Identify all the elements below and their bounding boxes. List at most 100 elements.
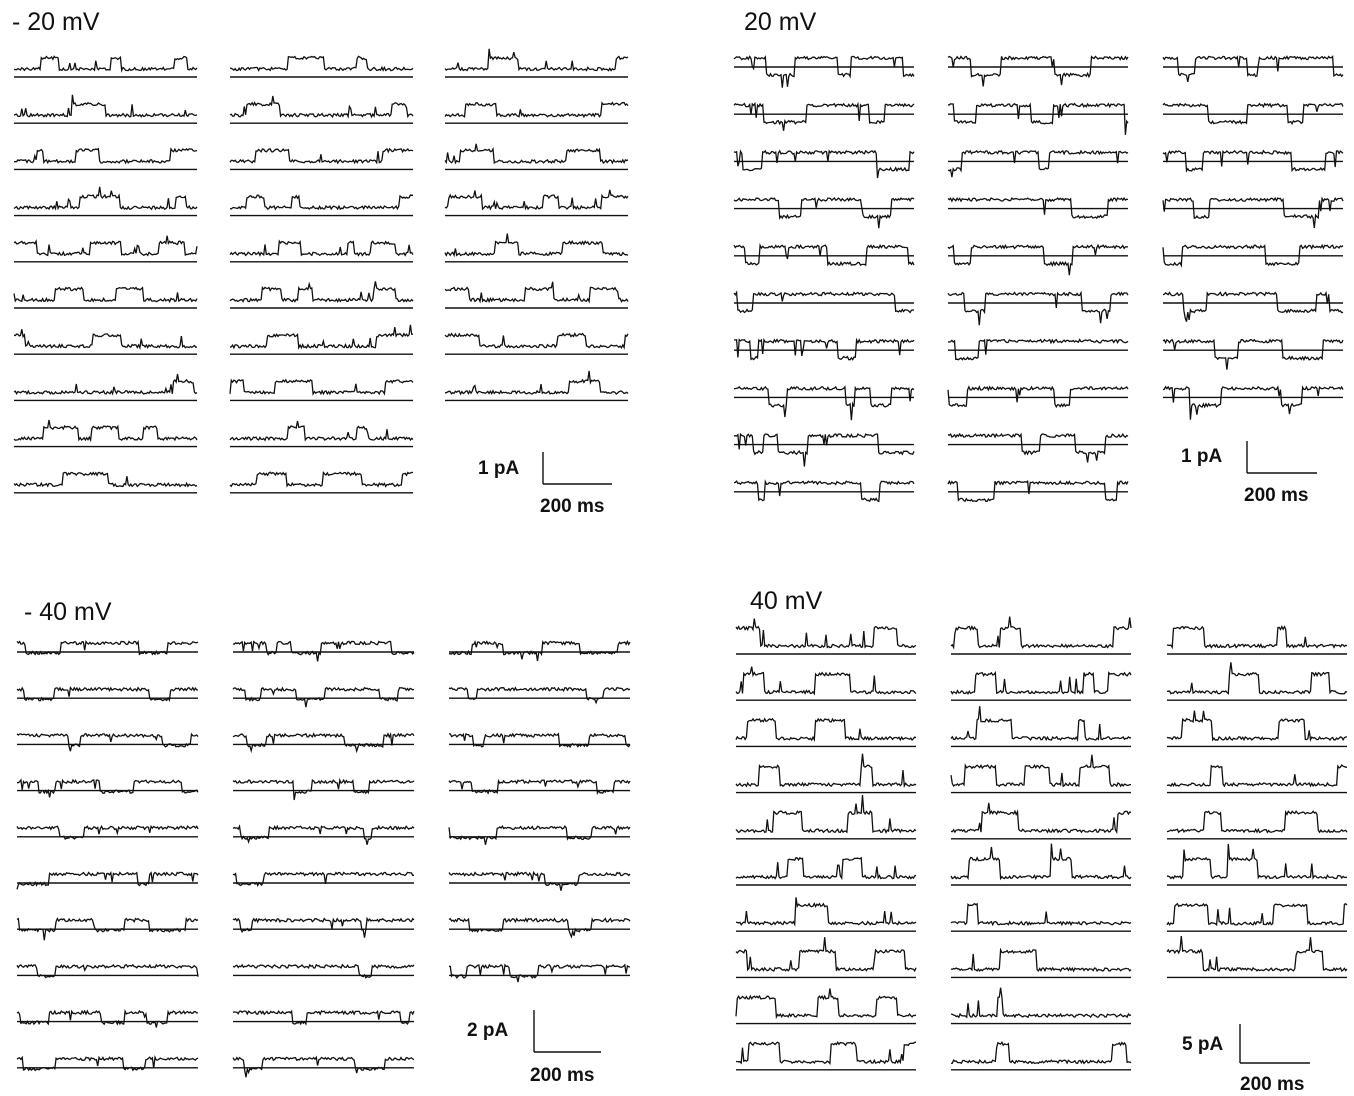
current-trace-pos20 [947, 149, 1129, 178]
panel-title-neg40: - 40 mV [24, 598, 112, 626]
current-trace-neg20 [444, 281, 629, 304]
current-trace-pos20 [947, 243, 1129, 276]
current-trace-neg20 [229, 194, 413, 211]
current-trace-neg40 [448, 639, 631, 662]
current-trace-pos20 [733, 290, 915, 314]
current-trace-pos40 [950, 843, 1132, 881]
current-trace-neg20 [229, 147, 414, 165]
current-trace-pos20 [1162, 385, 1344, 420]
current-trace-neg20 [229, 471, 414, 488]
current-trace-pos20 [733, 101, 915, 131]
current-trace-neg20 [229, 95, 414, 119]
current-trace-pos20 [947, 196, 1129, 220]
current-trace-neg40 [232, 871, 415, 888]
current-trace-neg40 [16, 870, 199, 890]
current-trace-pos40 [1166, 809, 1348, 834]
current-trace-neg20 [444, 332, 629, 350]
current-trace-pos40 [1166, 935, 1348, 973]
current-trace-neg40 [16, 916, 199, 941]
current-trace-neg40 [448, 917, 631, 939]
current-trace-pos40 [950, 902, 1132, 927]
current-trace-pos40 [735, 753, 917, 789]
current-trace-neg20 [13, 286, 198, 303]
current-trace-neg20 [13, 235, 198, 257]
current-trace-neg40 [232, 1009, 415, 1026]
current-trace-pos40 [735, 717, 917, 743]
current-trace-neg20 [229, 281, 414, 303]
current-trace-pos20 [947, 102, 1129, 135]
current-trace-pos20 [733, 479, 915, 503]
current-trace-pos40 [735, 618, 917, 649]
scale-current-neg20: 1 pA [478, 458, 520, 479]
current-trace-pos20 [947, 385, 1129, 409]
panel-title-pos40: 40 mV [750, 587, 823, 615]
scale-current-pos40: 5 pA [1182, 1034, 1224, 1055]
current-trace-pos20 [733, 149, 915, 179]
current-trace-neg20 [13, 94, 198, 118]
current-trace-pos20 [947, 55, 1129, 87]
current-trace-pos20 [733, 55, 915, 88]
current-trace-neg20 [444, 370, 629, 396]
current-trace-pos20 [947, 290, 1129, 326]
current-trace-neg20 [444, 143, 629, 165]
current-trace-neg40 [448, 686, 631, 705]
current-trace-neg40 [448, 824, 631, 845]
current-trace-neg40 [232, 824, 415, 845]
current-trace-neg40 [232, 916, 415, 938]
current-trace-pos20 [1162, 102, 1344, 126]
current-trace-pos20 [1162, 243, 1344, 268]
current-trace-neg40 [448, 963, 631, 983]
current-trace-pos40 [735, 988, 917, 1020]
current-trace-neg20 [229, 239, 414, 257]
current-trace-neg20 [13, 329, 198, 351]
current-trace-neg40 [232, 777, 415, 801]
current-trace-neg40 [448, 778, 631, 795]
current-trace-pos20 [733, 432, 915, 467]
current-trace-neg20 [444, 233, 629, 258]
current-trace-neg20 [13, 186, 198, 211]
current-trace-pos20 [947, 338, 1129, 361]
current-trace-neg20 [229, 324, 414, 351]
current-trace-pos40 [1166, 763, 1347, 788]
current-trace-pos20 [947, 479, 1129, 503]
current-trace-neg40 [16, 732, 199, 752]
current-trace-pos20 [733, 197, 915, 229]
current-trace-pos40 [950, 616, 1132, 650]
current-trace-pos20 [1162, 149, 1344, 173]
current-trace-neg40 [16, 778, 199, 798]
current-trace-pos40 [950, 987, 1132, 1019]
current-trace-neg20 [229, 420, 414, 442]
current-trace-neg20 [444, 48, 629, 72]
scale-time-neg40: 200 ms [530, 1065, 595, 1086]
current-trace-pos40 [950, 947, 1132, 973]
current-trace-pos40 [735, 1041, 917, 1065]
current-trace-neg20 [229, 378, 414, 396]
current-trace-pos40 [950, 802, 1132, 835]
current-trace-neg40 [16, 824, 199, 840]
current-trace-pos40 [1166, 710, 1348, 743]
current-trace-neg40 [232, 731, 415, 754]
current-trace-neg40 [16, 639, 199, 656]
current-trace-neg20 [14, 147, 198, 165]
current-trace-neg20 [444, 189, 629, 211]
current-trace-neg40 [16, 1055, 199, 1072]
current-trace-pos20 [947, 432, 1129, 463]
current-trace-pos20 [1162, 338, 1344, 370]
current-trace-neg20 [13, 471, 198, 488]
current-trace-pos40 [735, 856, 917, 881]
current-trace-neg20 [13, 419, 198, 443]
current-trace-pos40 [950, 1041, 1132, 1065]
current-trace-neg40 [232, 640, 415, 662]
current-trace-pos40 [1166, 662, 1348, 695]
scale-time-pos40: 200 ms [1240, 1074, 1305, 1095]
current-trace-pos20 [733, 337, 915, 361]
current-trace-pos20 [1162, 290, 1344, 322]
current-trace-neg40 [232, 1055, 415, 1078]
current-trace-pos20 [1162, 196, 1344, 228]
current-trace-neg20 [444, 101, 629, 119]
current-trace-pos40 [1166, 902, 1348, 927]
current-trace-pos40 [735, 795, 917, 834]
current-trace-neg40 [16, 963, 199, 979]
